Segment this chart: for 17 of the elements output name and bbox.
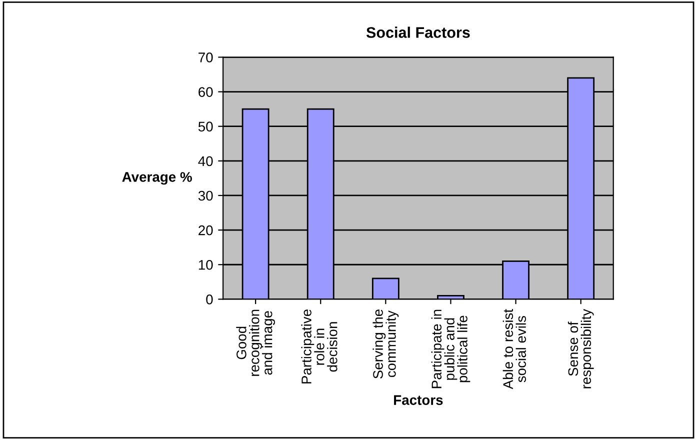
- y-tick-label: 0: [206, 294, 213, 304]
- x-tick-label: Good recognition and image: [236, 310, 275, 376]
- chart-title: Social Factors: [366, 26, 470, 38]
- x-tick-label: Able to resist social evils: [502, 309, 526, 390]
- x-tick-label: Participative role in decision: [301, 310, 338, 384]
- y-tick-label: 40: [198, 156, 213, 166]
- x-axis-title: Factors: [394, 395, 443, 405]
- y-tick-label: 30: [198, 190, 213, 201]
- y-tick-label: 10: [198, 260, 213, 270]
- x-tick-label: Participate in public and political life: [431, 310, 470, 388]
- y-axis-title: Average %: [122, 172, 192, 185]
- x-tick-label: Sense of responsibility: [568, 308, 594, 388]
- y-tick-label: 50: [198, 122, 213, 132]
- y-tick-label: 60: [198, 87, 213, 97]
- y-tick-label: 20: [198, 225, 213, 236]
- x-tick-label: Serving the community: [372, 310, 399, 379]
- y-tick-label: 70: [198, 52, 213, 62]
